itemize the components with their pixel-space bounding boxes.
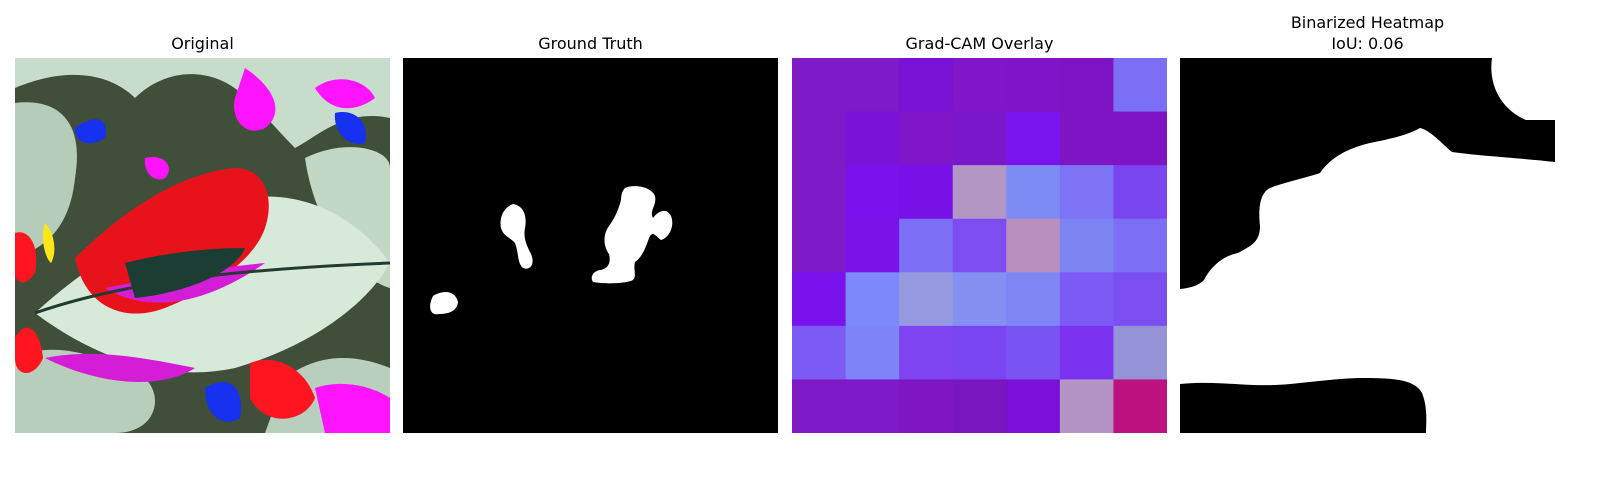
gradcam-cell-r2-c0: [792, 165, 847, 220]
gradcam-cell-r5-c6: [1113, 325, 1167, 380]
gradcam-cell-r3-c5: [1059, 218, 1114, 273]
panel-title-gradcam-overlay: Grad-CAM Overlay: [905, 34, 1054, 53]
original-image: [15, 58, 390, 433]
gradcam-cell-r2-c4: [1006, 165, 1061, 220]
gradcam-cell-r2-c1: [845, 165, 900, 220]
gradcam-cell-r4-c5: [1059, 272, 1114, 327]
gradcam-cell-r6-c0: [792, 379, 847, 433]
gradcam-cell-r3-c0: [792, 218, 847, 273]
gradcam-cell-r0-c2: [899, 58, 954, 113]
gradcam-cell-r1-c5: [1059, 111, 1114, 166]
gradcam-cell-r6-c1: [845, 379, 900, 433]
gradcam-cell-r4-c2: [899, 272, 954, 327]
gradcam-cell-r1-c0: [792, 111, 847, 166]
panel-ground-truth: Ground Truth: [403, 0, 778, 500]
ground-truth-mask: [403, 58, 778, 433]
gradcam-cell-r3-c3: [952, 218, 1007, 273]
gradcam-cell-r1-c2: [899, 111, 954, 166]
panel-title-binarized-heatmap: Binarized Heatmap: [1290, 13, 1445, 32]
gradcam-cell-r6-c4: [1006, 379, 1061, 433]
panel-gradcam-overlay: Grad-CAM Overlay: [792, 0, 1167, 500]
original-leaf-picture: [15, 58, 390, 433]
panel-title-original: Original: [171, 34, 234, 53]
binarized-heatmap-mask: [1180, 58, 1555, 433]
gradcam-cell-r2-c5: [1059, 165, 1114, 220]
gradcam-cell-r1-c4: [1006, 111, 1061, 166]
gradcam-heatmap-grid: [792, 58, 1167, 433]
gradcam-cell-r0-c1: [845, 58, 900, 113]
gradcam-cell-r5-c4: [1006, 325, 1061, 380]
gradcam-cell-r1-c1: [845, 111, 900, 166]
gradcam-cell-r0-c4: [1006, 58, 1061, 113]
gradcam-cell-r1-c6: [1113, 111, 1167, 166]
gradcam-cell-r0-c5: [1059, 58, 1114, 113]
gradcam-cell-r5-c0: [792, 325, 847, 380]
gradcam-cell-r4-c0: [792, 272, 847, 327]
panel-original: Original: [15, 0, 390, 500]
gradcam-cell-r5-c3: [952, 325, 1007, 380]
gradcam-cell-r3-c2: [899, 218, 954, 273]
gradcam-cell-r3-c6: [1113, 218, 1167, 273]
panel-binarized-heatmap: Binarized Heatmap IoU: 0.06: [1180, 0, 1555, 500]
iou-score-label: IoU: 0.06: [1331, 34, 1404, 53]
gradcam-cell-r4-c3: [952, 272, 1007, 327]
gradcam-cell-r1-c3: [952, 111, 1007, 166]
gradcam-cell-r6-c6: [1113, 379, 1167, 433]
gradcam-cell-r6-c3: [952, 379, 1007, 433]
gradcam-cell-r5-c2: [899, 325, 954, 380]
gradcam-cell-r6-c5: [1059, 379, 1114, 433]
gradcam-cell-r3-c4: [1006, 218, 1061, 273]
gradcam-cell-r6-c2: [899, 379, 954, 433]
binarized-heatmap-picture: [1180, 58, 1555, 433]
gradcam-cell-r0-c0: [792, 58, 847, 113]
gradcam-cell-r4-c1: [845, 272, 900, 327]
gradcam-cell-r4-c6: [1113, 272, 1167, 327]
gradcam-cell-r0-c6: [1113, 58, 1167, 113]
gradcam-cell-r0-c3: [952, 58, 1007, 113]
gradcam-cell-r3-c1: [845, 218, 900, 273]
panel-title-ground-truth: Ground Truth: [538, 34, 643, 53]
gradcam-cell-r4-c4: [1006, 272, 1061, 327]
gradcam-cell-r5-c1: [845, 325, 900, 380]
gradcam-cell-r5-c5: [1059, 325, 1114, 380]
ground-truth-mask-picture: [403, 58, 778, 433]
gradcam-cell-r2-c2: [899, 165, 954, 220]
gradcam-cell-r2-c6: [1113, 165, 1167, 220]
gradcam-cell-r2-c3: [952, 165, 1007, 220]
gradcam-overlay-image: [792, 58, 1167, 433]
